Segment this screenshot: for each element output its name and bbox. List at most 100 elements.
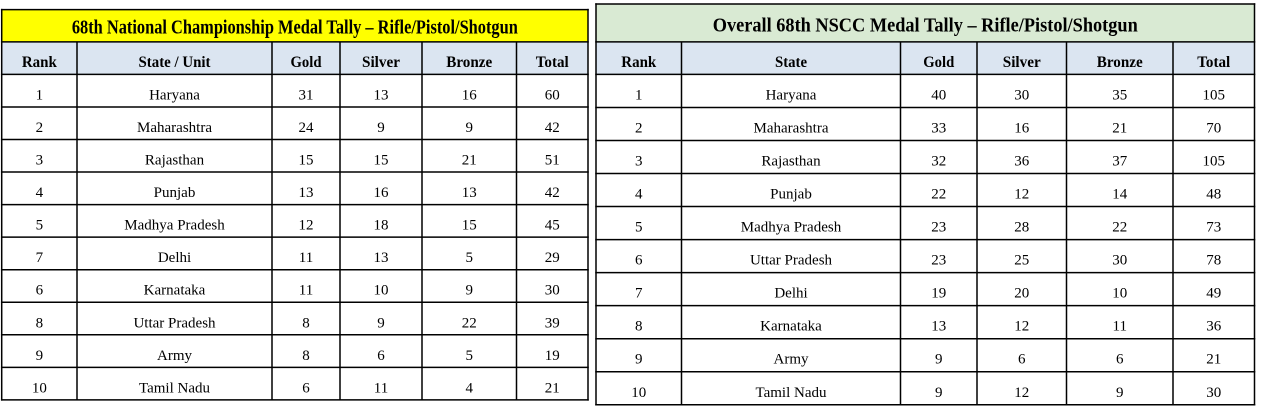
svg-text:Madhya Pradesh: Madhya Pradesh (124, 218, 225, 234)
svg-text:22: 22 (931, 187, 946, 203)
svg-text:6: 6 (635, 253, 643, 269)
svg-text:9: 9 (635, 352, 643, 368)
svg-text:1: 1 (635, 87, 643, 103)
svg-text:39: 39 (545, 315, 560, 331)
svg-text:24: 24 (299, 120, 315, 136)
svg-text:5: 5 (466, 348, 474, 364)
svg-text:12: 12 (1014, 319, 1029, 335)
svg-text:15: 15 (299, 153, 314, 169)
svg-text:2: 2 (635, 120, 643, 136)
svg-text:5: 5 (635, 220, 643, 236)
svg-text:45: 45 (545, 218, 560, 234)
svg-text:32: 32 (931, 153, 946, 169)
svg-text:6: 6 (302, 380, 310, 396)
svg-text:9: 9 (466, 120, 474, 136)
svg-text:30: 30 (1112, 253, 1127, 269)
svg-text:1: 1 (36, 87, 44, 103)
svg-text:10: 10 (1112, 286, 1127, 302)
svg-text:42: 42 (545, 120, 560, 136)
svg-text:12: 12 (1014, 385, 1029, 401)
svg-text:18: 18 (374, 218, 389, 234)
svg-text:105: 105 (1203, 87, 1226, 103)
svg-text:21: 21 (545, 380, 560, 396)
svg-text:Bronze: Bronze (446, 54, 492, 71)
svg-text:Gold: Gold (923, 54, 954, 71)
svg-text:105: 105 (1203, 153, 1226, 169)
svg-text:78: 78 (1206, 253, 1221, 269)
svg-text:16: 16 (374, 185, 390, 201)
svg-text:Delhi: Delhi (158, 250, 191, 266)
svg-text:7: 7 (635, 286, 643, 302)
svg-text:21: 21 (1206, 352, 1221, 368)
svg-text:13: 13 (374, 250, 389, 266)
svg-text:11: 11 (1113, 319, 1127, 335)
svg-text:10: 10 (32, 380, 47, 396)
svg-text:Overall 68th NSCC Medal Tally: Overall 68th NSCC Medal Tally – Rifle/Pi… (713, 15, 1138, 37)
svg-text:70: 70 (1206, 120, 1221, 136)
svg-text:23: 23 (931, 220, 946, 236)
svg-text:20: 20 (1014, 286, 1029, 302)
svg-text:36: 36 (1206, 319, 1222, 335)
svg-text:51: 51 (545, 153, 560, 169)
svg-text:Maharashtra: Maharashtra (137, 120, 212, 136)
svg-text:4: 4 (635, 187, 643, 203)
svg-text:9: 9 (1116, 385, 1124, 401)
svg-text:12: 12 (299, 218, 314, 234)
svg-text:31: 31 (299, 87, 314, 103)
svg-text:19: 19 (545, 348, 560, 364)
svg-text:19: 19 (931, 286, 946, 302)
svg-text:Punjab: Punjab (154, 185, 196, 201)
svg-text:4: 4 (36, 185, 44, 201)
svg-text:5: 5 (466, 250, 474, 266)
svg-text:22: 22 (462, 315, 477, 331)
svg-text:Rank: Rank (22, 54, 57, 71)
svg-text:5: 5 (36, 218, 44, 234)
svg-text:Rajasthan: Rajasthan (761, 153, 821, 169)
svg-text:37: 37 (1112, 153, 1128, 169)
svg-text:16: 16 (1014, 120, 1030, 136)
svg-text:60: 60 (545, 87, 560, 103)
svg-text:25: 25 (1014, 253, 1029, 269)
svg-text:Maharashtra: Maharashtra (754, 120, 829, 136)
svg-text:8: 8 (635, 319, 643, 335)
svg-text:28: 28 (1014, 220, 1029, 236)
svg-text:Uttar Pradesh: Uttar Pradesh (133, 315, 216, 331)
svg-text:13: 13 (374, 87, 389, 103)
svg-text:9: 9 (36, 348, 44, 364)
svg-text:Rajasthan: Rajasthan (145, 153, 205, 169)
svg-text:9: 9 (935, 385, 943, 401)
svg-text:9: 9 (377, 315, 385, 331)
svg-text:Rank: Rank (621, 54, 656, 71)
svg-text:13: 13 (931, 319, 946, 335)
svg-text:Total: Total (1197, 54, 1231, 71)
svg-text:11: 11 (374, 380, 388, 396)
svg-text:6: 6 (1018, 352, 1026, 368)
svg-text:Delhi: Delhi (774, 286, 807, 302)
svg-text:Army: Army (774, 352, 809, 368)
svg-text:Karnataka: Karnataka (760, 319, 822, 335)
svg-text:3: 3 (635, 153, 643, 169)
svg-text:73: 73 (1206, 220, 1221, 236)
svg-text:68th National Championship Med: 68th National Championship Medal Tally –… (72, 17, 518, 39)
svg-text:16: 16 (462, 87, 478, 103)
svg-text:9: 9 (466, 283, 474, 299)
svg-text:Gold: Gold (291, 54, 322, 71)
svg-text:11: 11 (299, 250, 313, 266)
svg-text:30: 30 (545, 283, 560, 299)
svg-text:Silver: Silver (362, 54, 400, 71)
svg-text:13: 13 (462, 185, 477, 201)
svg-text:14: 14 (1112, 187, 1128, 203)
svg-text:Punjab: Punjab (770, 187, 812, 203)
svg-text:Silver: Silver (1003, 54, 1041, 71)
svg-text:4: 4 (466, 380, 474, 396)
svg-text:15: 15 (462, 218, 477, 234)
svg-text:State / Unit: State / Unit (139, 54, 212, 71)
svg-text:10: 10 (374, 283, 389, 299)
svg-text:8: 8 (302, 315, 310, 331)
svg-text:Haryana: Haryana (766, 87, 817, 103)
svg-text:Tamil Nadu: Tamil Nadu (755, 385, 827, 401)
svg-text:2: 2 (36, 120, 44, 136)
svg-text:23: 23 (931, 253, 946, 269)
svg-text:9: 9 (935, 352, 943, 368)
svg-text:29: 29 (545, 250, 560, 266)
